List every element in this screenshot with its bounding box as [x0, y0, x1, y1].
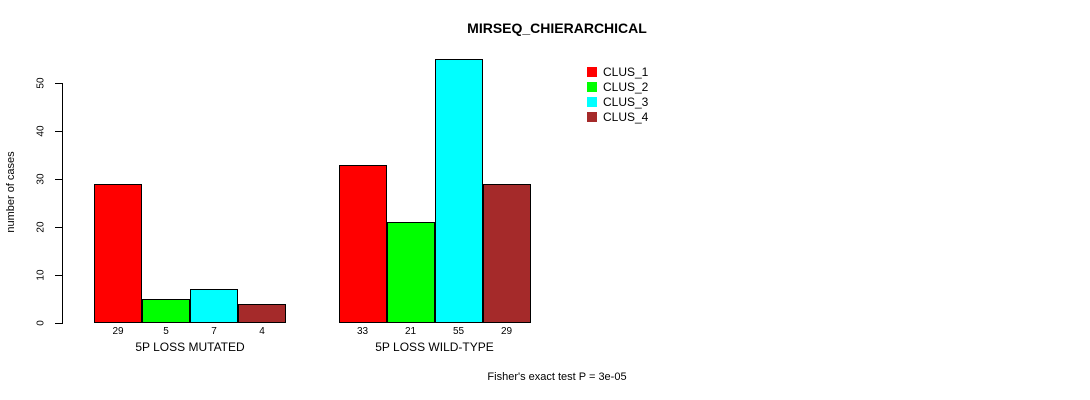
y-axis-label: number of cases — [5, 151, 17, 233]
y-axis-tick-label: 20 — [35, 221, 47, 233]
y-axis-tick — [55, 131, 62, 132]
x-group-label: 5P LOSS MUTATED — [135, 340, 245, 354]
bar-value-label: 7 — [211, 326, 217, 337]
y-axis-line — [62, 83, 63, 324]
bar-value-label: 4 — [259, 326, 265, 337]
bar-clus-1-group1 — [94, 183, 142, 323]
legend-label: CLUS_3 — [603, 94, 649, 109]
bar-value-label: 33 — [356, 326, 369, 337]
bar-clus-3-group1 — [190, 289, 238, 323]
y-axis-tick-label: 10 — [35, 269, 47, 281]
legend-swatch — [587, 66, 597, 77]
legend-label: CLUS_4 — [603, 109, 649, 124]
y-axis-tick — [55, 323, 62, 324]
y-axis-tick — [55, 179, 62, 180]
legend-swatch — [587, 111, 597, 122]
x-group-label: 5P LOSS WILD-TYPE — [375, 340, 494, 354]
bar-value-label: 55 — [452, 326, 465, 337]
y-axis-tick-label: 0 — [35, 320, 47, 326]
bar-clus-2-group2 — [386, 222, 435, 323]
bar-clus-3-group2 — [434, 59, 483, 323]
legend-label: CLUS_2 — [603, 79, 649, 94]
legend-item: CLUS_1 — [587, 64, 648, 79]
y-axis-tick — [55, 83, 62, 84]
bar-clus-2-group1 — [142, 299, 190, 323]
fisher-test-annotation: Fisher's exact test P = 3e-05 — [487, 371, 627, 383]
bar-value-label: 5 — [163, 326, 169, 337]
legend-item: CLUS_3 — [587, 94, 648, 109]
y-axis-tick — [55, 227, 62, 228]
legend-swatch — [587, 96, 597, 107]
bar-clus-1-group2 — [338, 164, 387, 323]
y-axis-tick-label: 50 — [35, 77, 47, 89]
bar-value-label: 29 — [112, 326, 124, 337]
y-axis-tick — [55, 275, 62, 276]
legend-swatch — [587, 81, 597, 92]
legend-label: CLUS_1 — [603, 64, 649, 79]
y-axis-tick-label: 40 — [35, 125, 47, 137]
legend-item: CLUS_4 — [587, 109, 648, 124]
bar-value-label: 21 — [404, 326, 417, 337]
legend-item: CLUS_2 — [587, 79, 648, 94]
bar-clus-4-group2 — [482, 183, 531, 323]
legend: CLUS_1 CLUS_2 CLUS_3 CLUS_4 — [587, 64, 648, 124]
y-axis-tick-label: 30 — [35, 173, 47, 185]
bar-value-label: 29 — [500, 326, 513, 337]
chart-title: MIRSEQ_CHIERARCHICAL — [467, 20, 647, 36]
bar-clus-4-group1 — [238, 303, 286, 323]
